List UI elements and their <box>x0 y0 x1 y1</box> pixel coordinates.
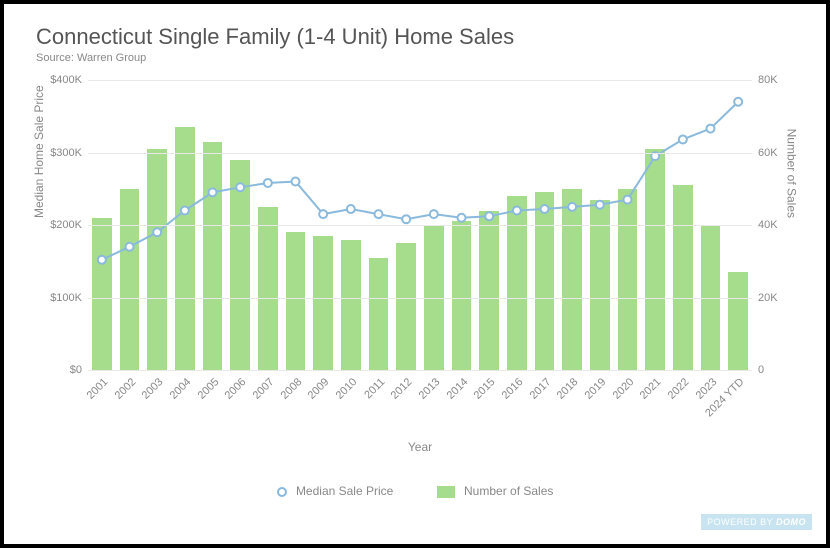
data-marker <box>734 98 742 106</box>
x-tick: 2006 <box>223 376 249 402</box>
powered-by-badge: POWERED BY DOMO <box>701 514 812 530</box>
y-tick-right: 0 <box>758 364 764 376</box>
data-marker <box>707 125 715 133</box>
data-marker <box>153 228 161 236</box>
x-tick: 2017 <box>527 376 553 402</box>
x-tick: 2015 <box>472 376 498 402</box>
data-marker <box>375 210 383 218</box>
grid-line <box>88 370 752 371</box>
data-marker <box>458 214 466 222</box>
x-tick: 2013 <box>417 376 443 402</box>
data-marker <box>126 243 134 251</box>
data-marker <box>292 178 300 186</box>
badge-brand: DOMO <box>776 517 806 527</box>
data-marker <box>347 205 355 213</box>
x-tick: 2019 <box>583 376 609 402</box>
plot-area: Year $00$100K20K$200K40K$300K60K$400K80K… <box>88 80 752 370</box>
y-tick-left: $300K <box>50 147 82 159</box>
y-tick-right: 60K <box>758 147 778 159</box>
legend-item-line: Median Sale Price <box>277 484 394 498</box>
x-tick: 2011 <box>362 376 387 401</box>
badge-prefix: POWERED BY <box>707 517 776 527</box>
legend-marker-line <box>277 487 287 497</box>
grid-line <box>88 298 752 299</box>
x-tick: 2001 <box>85 376 111 402</box>
x-tick: 2005 <box>195 376 221 402</box>
x-tick: 2018 <box>555 376 581 402</box>
legend-item-bar: Number of Sales <box>437 484 554 498</box>
data-marker <box>596 201 604 209</box>
grid-line <box>88 225 752 226</box>
x-axis-label: Year <box>408 440 432 454</box>
x-tick: 2007 <box>251 376 277 402</box>
data-marker <box>568 203 576 211</box>
data-marker <box>98 256 106 264</box>
y-tick-left: $100K <box>50 292 82 304</box>
data-marker <box>402 215 410 223</box>
data-marker <box>236 183 244 191</box>
y-axis-right-label: Number of Sales <box>784 129 798 218</box>
legend-label-bar: Number of Sales <box>464 484 553 498</box>
chart-title: Connecticut Single Family (1-4 Unit) Hom… <box>36 24 514 50</box>
legend-label-line: Median Sale Price <box>296 484 393 498</box>
data-marker <box>430 210 438 218</box>
x-tick: 2004 <box>168 376 194 402</box>
legend-marker-bar <box>437 486 455 498</box>
data-marker <box>209 188 217 196</box>
x-tick: 2010 <box>334 376 360 402</box>
grid-line <box>88 153 752 154</box>
data-marker <box>679 135 687 143</box>
y-tick-right: 80K <box>758 74 778 86</box>
x-tick: 2009 <box>306 376 332 402</box>
x-tick: 2021 <box>638 376 664 402</box>
x-tick: 2014 <box>444 376 470 402</box>
data-marker <box>541 205 549 213</box>
data-marker <box>319 210 327 218</box>
x-tick: 2008 <box>278 376 304 402</box>
x-tick: 2022 <box>666 376 692 402</box>
data-marker <box>264 179 272 187</box>
legend: Median Sale Price Number of Sales <box>18 484 812 498</box>
data-marker <box>513 207 521 215</box>
x-tick: 2020 <box>610 376 636 402</box>
data-marker <box>485 212 493 220</box>
data-marker <box>181 207 189 215</box>
chart-canvas: Connecticut Single Family (1-4 Unit) Hom… <box>18 18 812 530</box>
x-tick: 2003 <box>140 376 166 402</box>
x-tick: 2016 <box>500 376 526 402</box>
grid-line <box>88 80 752 81</box>
trend-line <box>102 102 738 260</box>
y-tick-left: $400K <box>50 74 82 86</box>
chart-frame: Connecticut Single Family (1-4 Unit) Hom… <box>0 0 830 548</box>
y-tick-left: $200K <box>50 219 82 231</box>
y-tick-right: 40K <box>758 219 778 231</box>
y-tick-right: 20K <box>758 292 778 304</box>
title-block: Connecticut Single Family (1-4 Unit) Hom… <box>36 24 514 64</box>
y-tick-left: $0 <box>70 364 82 376</box>
chart-subtitle: Source: Warren Group <box>36 52 514 64</box>
y-axis-left-label: Median Home Sale Price <box>32 85 46 218</box>
data-marker <box>624 196 632 204</box>
x-tick: 2002 <box>112 376 138 402</box>
x-tick: 2012 <box>389 376 415 402</box>
